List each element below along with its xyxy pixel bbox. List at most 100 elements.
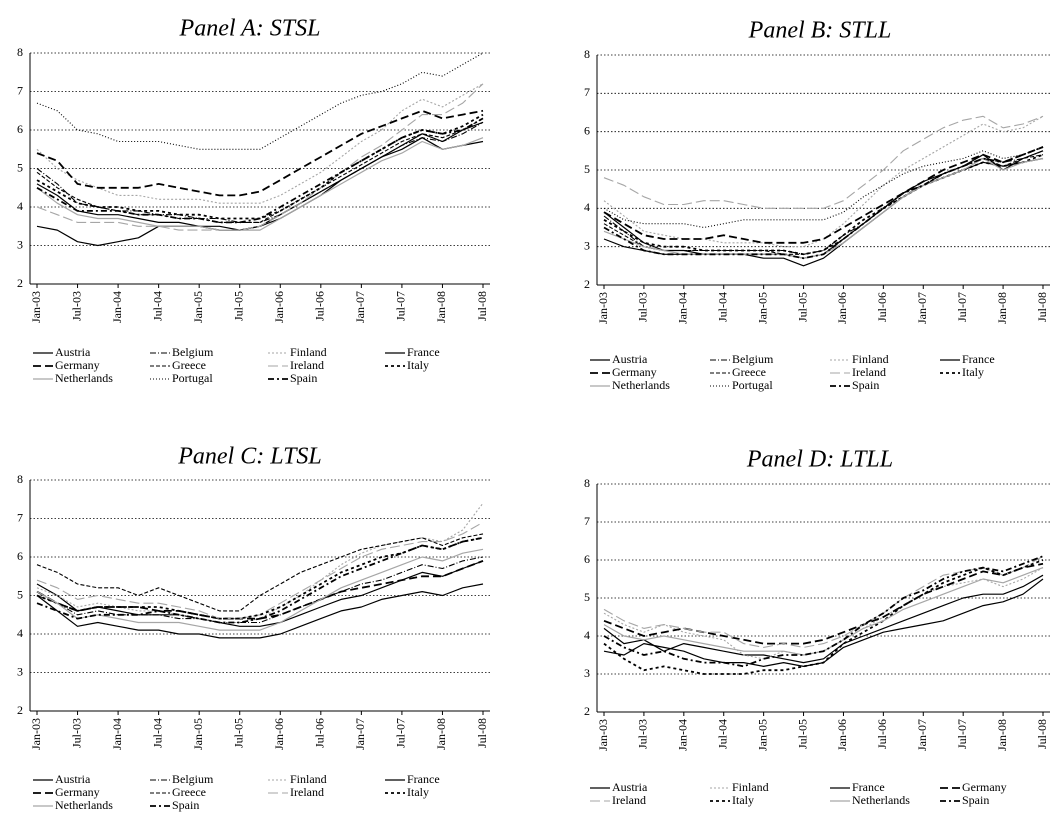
panel: Panel A: STSL 2 3 4 5 6 7 8 Jan-03 Jul-03 Jan-04 Ju… [17,16,490,385]
x-tick-label: Jul-06 [313,718,327,748]
x-tick-label: Jul-08 [1035,292,1049,322]
legend-label: Netherlands [55,798,113,812]
legend-label: Finland [852,352,889,366]
panel: Panel C: LTSL 2 3 4 5 6 7 8 Jan-03 Jul-03 Jan-04 Ju… [17,444,490,812]
series-line [36,121,484,231]
x-tick-label: Jan-07 [353,291,367,323]
y-tick-label: 2 [584,277,590,291]
panel-title: Panel B: STLL [748,18,892,44]
x-tick-label: Jan-08 [434,291,448,323]
y-tick-label: 5 [17,160,23,174]
series-line [603,150,1044,255]
series-line [603,567,1044,656]
x-tick-label: Jan-05 [191,718,205,750]
series-line [603,574,1044,664]
y-tick-label: 6 [584,552,590,566]
x-tick-label: Jul-08 [475,291,489,321]
legend-label: Netherlands [612,378,670,392]
legend-label: Greece [172,358,206,372]
legend-label: Italy [732,793,754,807]
series-line [36,137,484,231]
series-line [603,146,1044,260]
x-tick-label: Jul-08 [1035,719,1049,749]
y-tick-label: 6 [584,123,590,137]
legend-label: France [962,352,995,366]
legend-label: Spain [290,371,317,385]
x-tick-label: Jan-03 [29,291,43,323]
x-tick-label: Jan-07 [353,718,367,750]
x-tick-label: Jan-04 [676,719,690,751]
legend-label: Italy [407,358,429,372]
legend-label: France [852,780,885,794]
series-line [36,117,484,224]
legend-label: Finland [732,780,769,794]
x-tick-label: Jan-04 [110,291,124,323]
legend-label: Greece [732,365,766,379]
series-line [36,137,484,247]
y-tick-label: 3 [584,238,590,252]
x-tick-label: Jan-04 [676,292,690,324]
x-tick-label: Jul-07 [955,292,969,322]
series-line [36,502,484,624]
y-tick-label: 8 [17,472,23,486]
x-tick-label: Jan-04 [110,718,124,750]
series-line [36,83,484,231]
x-tick-label: Jan-03 [596,292,610,324]
legend-label: Austria [55,345,91,359]
x-tick-label: Jul-07 [394,291,408,321]
y-tick-label: 7 [584,514,590,528]
y-tick-label: 2 [17,276,23,290]
legend-label: Spain [962,793,989,807]
y-tick-label: 4 [17,199,23,213]
x-tick-label: Jul-07 [394,718,408,748]
legend-label: Italy [962,365,984,379]
legend-label: Austria [55,772,91,786]
x-tick-label: Jul-04 [150,291,164,321]
x-tick-label: Jul-04 [715,719,729,749]
legend-label: Ireland [852,365,886,379]
x-tick-label: Jan-06 [835,719,849,751]
x-tick-label: Jul-03 [636,292,650,322]
panel-title: Panel A: STSL [179,16,321,42]
panel-title: Panel D: LTLL [746,447,893,473]
legend-label: Germany [55,785,100,799]
legend-label: Greece [172,785,206,799]
legend-label: Austria [612,780,648,794]
legend-label: France [407,772,440,786]
y-tick-label: 4 [17,626,23,640]
series-line [36,583,484,639]
x-tick-label: Jul-04 [150,718,164,748]
y-tick-label: 3 [17,237,23,251]
y-tick-label: 7 [17,510,23,524]
y-tick-label: 2 [17,703,23,717]
y-tick-label: 7 [17,83,23,97]
legend-label: Belgium [732,352,774,366]
legend-label: Ireland [290,358,324,372]
x-tick-label: Jan-07 [915,719,929,751]
legend-label: Austria [612,352,648,366]
series-line [36,560,484,620]
x-tick-label: Jul-05 [795,292,809,322]
series-line [36,560,484,627]
x-tick-label: Jan-03 [29,718,43,750]
y-tick-label: 5 [584,590,590,604]
x-tick-label: Jul-05 [231,291,245,321]
x-tick-label: Jul-06 [875,292,889,322]
y-tick-label: 3 [584,666,590,680]
x-tick-label: Jul-03 [69,291,83,321]
y-tick-label: 6 [17,122,23,136]
x-tick-label: Jan-08 [434,718,448,750]
legend-label: Germany [55,358,100,372]
x-tick-label: Jan-07 [915,292,929,324]
series-line [36,83,484,204]
y-tick-label: 3 [17,664,23,678]
y-tick-label: 8 [584,47,590,61]
series-line [36,556,484,624]
x-tick-label: Jan-05 [191,291,205,323]
legend-label: Germany [962,780,1007,794]
legend-label: Portugal [172,371,213,385]
x-tick-label: Jan-08 [995,292,1009,324]
y-tick-label: 8 [584,476,590,490]
y-tick-label: 6 [17,549,23,563]
legend-label: Portugal [732,378,773,392]
